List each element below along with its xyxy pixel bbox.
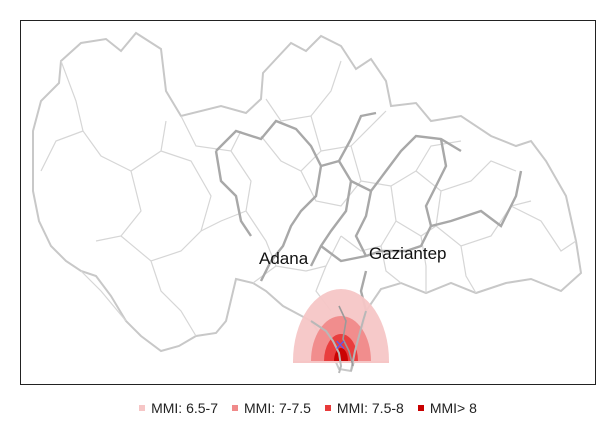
legend-label: MMI: 6.5-7: [151, 400, 218, 416]
district-line-south: [338, 305, 354, 367]
legend-item: MMI> 8: [417, 400, 477, 416]
legend-label: MMI: 7.5-8: [336, 400, 404, 416]
map-frame[interactable]: Adana Gaziantep ×: [20, 20, 596, 385]
legend-item: MMI: 6.5-7: [139, 400, 218, 416]
legend: MMI: 6.5-7 MMI: 7-7.5 MMI: 7.5-8 MMI> 8: [0, 400, 616, 416]
legend-swatch-mmi-7-7-5: [232, 405, 238, 411]
legend-swatch-mmi-7-5-8: [324, 405, 331, 411]
legend-item: MMI: 7-7.5: [232, 400, 311, 416]
district-borders: [40, 60, 577, 337]
legend-label: MMI: 7-7.5: [244, 400, 311, 416]
region-outline: [32, 31, 583, 373]
city-label-gaziantep: Gaziantep: [369, 244, 447, 263]
legend-swatch-mmi-6-5-7: [139, 405, 146, 411]
coastline: [310, 310, 367, 374]
legend-swatch-mmi-8: [417, 405, 424, 411]
province-borders: [214, 111, 523, 312]
region-map[interactable]: [21, 21, 596, 385]
legend-item: MMI: 7.5-8: [324, 400, 404, 416]
legend-label: MMI> 8: [429, 400, 477, 416]
epicenter-marker[interactable]: ×: [335, 335, 346, 355]
city-label-adana: Adana: [259, 249, 309, 268]
